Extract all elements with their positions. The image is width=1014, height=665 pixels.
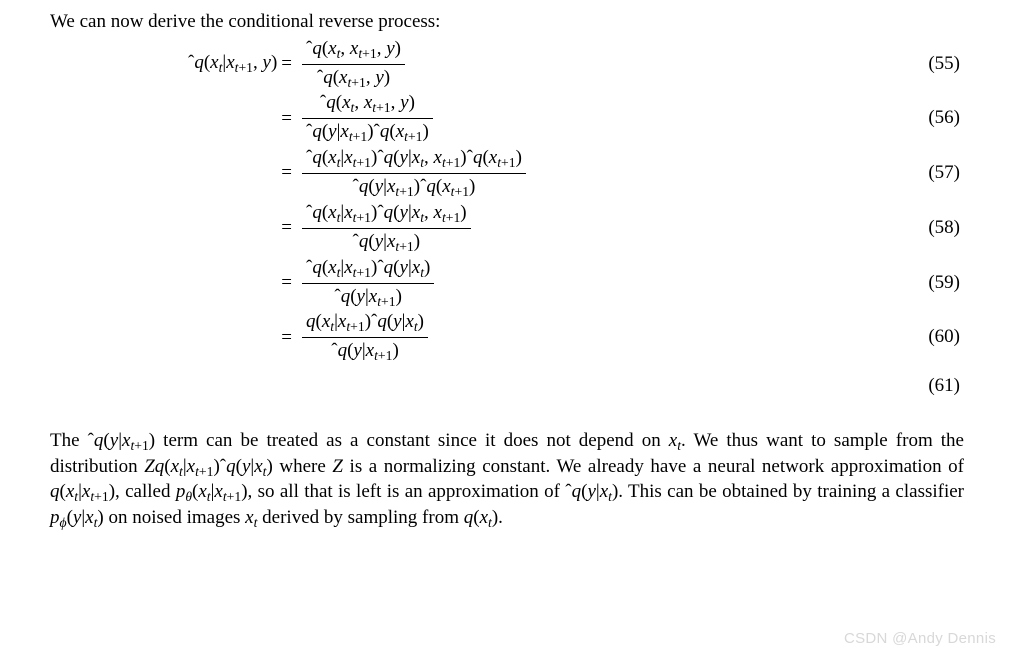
para-text: , so all that is left is an approximatio… xyxy=(248,481,566,502)
equals-sign: = xyxy=(277,107,296,132)
para-text: is a normalizing constant. We already ha… xyxy=(343,456,964,477)
equation-tag: (60) xyxy=(904,325,964,350)
equals-sign: = xyxy=(277,326,296,351)
equation-fraction: ˆq(xt|xt+1)ˆq(y|xt, xt+1) ˆq(y|xt+1) xyxy=(302,201,471,256)
equation-row-55: ˆq(xt|xt+1, y) = ˆq(xt, xt+1, y) ˆq(xt+1… xyxy=(50,37,964,92)
inline-math: xt xyxy=(245,507,257,528)
inline-math: ˆq(y|xt+1) xyxy=(88,430,156,451)
inline-math: q(xt|xt+1) xyxy=(50,481,115,502)
equation-tag: (56) xyxy=(904,106,964,131)
inline-math: q(xt) xyxy=(464,507,498,528)
equation-tag: (61) xyxy=(904,374,964,399)
equals-sign: = xyxy=(277,271,296,296)
inline-math: pϕ(y|xt) xyxy=(50,507,104,528)
equation-fraction: q(xt|xt+1)ˆq(y|xt) ˆq(y|xt+1) xyxy=(302,310,428,365)
equation-tag: (55) xyxy=(904,52,964,77)
equals-sign: = xyxy=(277,52,296,77)
equation-fraction: ˆq(xt|xt+1)ˆq(y|xt, xt+1)ˆq(xt+1) ˆq(y|x… xyxy=(302,146,526,201)
para-text: . This can be obtained by training a cla… xyxy=(618,481,964,502)
equals-sign: = xyxy=(277,216,296,241)
para-text: where xyxy=(273,456,333,477)
inline-math: Z xyxy=(332,456,343,477)
para-text: The xyxy=(50,430,88,451)
equation-row-60: = q(xt|xt+1)ˆq(y|xt) ˆq(y|xt+1) (60) xyxy=(50,310,964,365)
para-text: term can be treated as a constant since … xyxy=(155,430,669,451)
equation-fraction: ˆq(xt|xt+1)ˆq(y|xt) ˆq(y|xt+1) xyxy=(302,256,434,311)
inline-math: ˆq(y|xt) xyxy=(565,481,618,502)
inline-math: xt xyxy=(669,430,681,451)
para-text: derived by sampling from xyxy=(257,507,463,528)
equation-lhs: ˆq(xt|xt+1, y) xyxy=(188,51,277,77)
explanation-paragraph: The ˆq(y|xt+1) term can be treated as a … xyxy=(50,429,964,531)
page-content: We can now derive the conditional revers… xyxy=(0,0,1014,542)
para-text: , called xyxy=(115,481,176,502)
equals-sign: = xyxy=(277,161,296,186)
inline-math: Zq(xt|xt+1)ˆq(y|xt) xyxy=(144,456,273,477)
equation-fraction: ˆq(xt, xt+1, y) ˆq(y|xt+1)ˆq(xt+1) xyxy=(302,91,433,146)
equation-fraction: ˆq(xt, xt+1, y) ˆq(xt+1, y) xyxy=(302,37,405,92)
intro-text: We can now derive the conditional revers… xyxy=(50,10,964,35)
inline-math: pθ(xt|xt+1) xyxy=(176,481,248,502)
equation-row-56: = ˆq(xt, xt+1, y) ˆq(y|xt+1)ˆq(xt+1) (56… xyxy=(50,91,964,146)
equation-tag: (58) xyxy=(904,216,964,241)
para-text: . xyxy=(498,507,503,528)
equation-row-61: (61) xyxy=(50,365,964,407)
equation-tag: (59) xyxy=(904,271,964,296)
equation-tag: (57) xyxy=(904,161,964,186)
para-text: on noised images xyxy=(104,507,245,528)
equation-row-57: = ˆq(xt|xt+1)ˆq(y|xt, xt+1)ˆq(xt+1) ˆq(y… xyxy=(50,146,964,201)
watermark-text: CSDN @Andy Dennis xyxy=(844,630,996,647)
equation-row-59: = ˆq(xt|xt+1)ˆq(y|xt) ˆq(y|xt+1) (59) xyxy=(50,256,964,311)
equation-row-58: = ˆq(xt|xt+1)ˆq(y|xt, xt+1) ˆq(y|xt+1) (… xyxy=(50,201,964,256)
